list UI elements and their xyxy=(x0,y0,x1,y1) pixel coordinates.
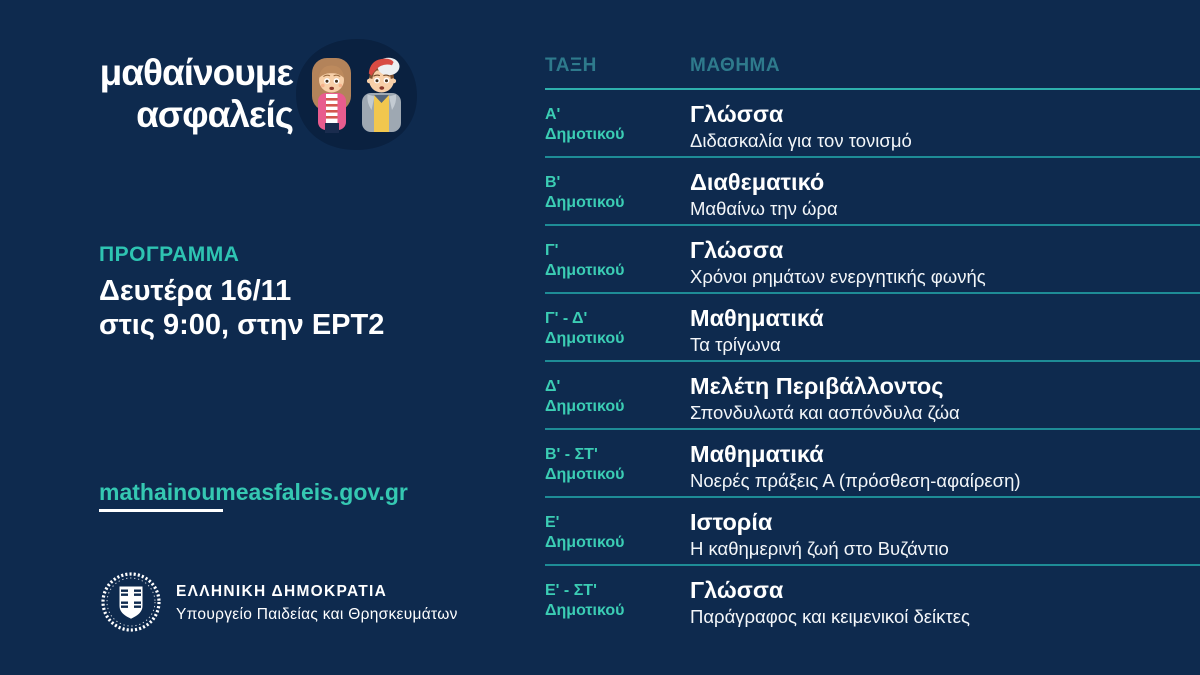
subject-cell: Γλώσσα Χρόνοι ρημάτων ενεργητικής φωνής xyxy=(690,226,1200,292)
schedule-row: Ε' - ΣΤ' Δημοτικού Γλώσσα Παράγραφος και κε… xyxy=(545,566,1200,634)
class-cell: Γ' Δημοτικού xyxy=(545,226,690,292)
schedule-header: ΤΑΞΗ ΜΑΘΗΜΑ xyxy=(545,55,1200,90)
subject-cell: Γλώσσα Διδασκαλία για τον τονισμό xyxy=(690,90,1200,156)
schedule-rows: Α' Δημοτικού Γλώσσα Διδασκαλία για τον τονι… xyxy=(545,90,1200,634)
grade-label: Β' - ΣΤ' xyxy=(545,446,598,463)
schedule-row: Α' Δημοτικού Γλώσσα Διδασκαλία για τον τονι… xyxy=(545,90,1200,158)
class-cell: Β' - ΣΤ' Δημοτικού xyxy=(545,430,690,496)
government-title: ΕΛΛΗΝΙΚΗ ΔΗΜΟΚΡΑΤΙΑ xyxy=(176,583,388,600)
website-url-text: mathainoumeasfaleis.gov.gr xyxy=(99,479,408,505)
level-label: Δημοτικού xyxy=(545,329,625,347)
program-datetime: Δευτέρα 16/11 στις 9:00, στην ΕΡΤ2 xyxy=(99,274,384,342)
grade-label: Δ' xyxy=(545,378,561,395)
subject-title: Μαθηματικά xyxy=(690,441,824,467)
level-label: Δημοτικού xyxy=(545,465,625,483)
girl-figure xyxy=(312,58,351,133)
subject-cell: Γλώσσα Παράγραφος και κειμενικοί δείκτες xyxy=(690,566,1200,634)
logo-line2: ασφαλείς xyxy=(136,94,294,135)
class-cell: Ε' Δημοτικού xyxy=(545,498,690,564)
link-underline xyxy=(99,509,223,512)
grade-label: Β' xyxy=(545,174,561,191)
subject-topic: Διδασκαλία για τον τονισμό xyxy=(690,130,912,151)
subject-topic: Τα τρίγωνα xyxy=(690,334,781,355)
boy-figure xyxy=(362,57,401,132)
government-footer: ΕΛΛΗΝΙΚΗ ΔΗΜΟΚΡΑΤΙΑ Υπουργείο Παιδείας κ… xyxy=(99,570,458,634)
level-label: Δημοτικού xyxy=(545,261,625,279)
logo-line1: μαθαίνουμε xyxy=(99,52,294,93)
subject-title: Γλώσσα xyxy=(690,101,784,127)
level-label: Δημοτικού xyxy=(545,601,625,619)
level-label: Δημοτικού xyxy=(545,125,625,143)
subject-topic: Χρόνοι ρημάτων ενεργητικής φωνής xyxy=(690,266,986,287)
subject-topic: Παράγραφος και κειμενικοί δείκτες xyxy=(690,606,970,627)
subject-cell: Μαθηματικά Τα τρίγωνα xyxy=(690,294,1200,360)
schedule-row: Γ' - Δ' Δημοτικού Μαθηματικά Τα τρίγωνα xyxy=(545,294,1200,362)
level-label: Δημοτικού xyxy=(545,397,625,415)
subject-title: Γλώσσα xyxy=(690,237,784,263)
schedule-table: ΤΑΞΗ ΜΑΘΗΜΑ Α' Δημοτικού Γλώσσα Διδασκαλία … xyxy=(545,55,1200,634)
program-heading: ΠΡΟΓΡΑΜΜΑ xyxy=(99,243,240,266)
schedule-row: Β' - ΣΤ' Δημοτικού Μαθηματικά Νοερές πράξει… xyxy=(545,430,1200,498)
column-header-class: ΤΑΞΗ xyxy=(545,55,597,76)
schedule-row: Ε' Δημοτικού Ιστορία Η καθημερινή ζωή στο Β… xyxy=(545,498,1200,566)
website-link[interactable]: mathainoumeasfaleis.gov.gr xyxy=(99,479,408,512)
logo-wordmark: μαθαίνουμε ασφαλείς xyxy=(43,52,294,136)
class-cell: Γ' - Δ' Δημοτικού xyxy=(545,294,690,360)
grade-label: Ε' - ΣΤ' xyxy=(545,582,597,599)
subject-cell: Ιστορία Η καθημερινή ζωή στο Βυζάντιο xyxy=(690,498,1200,564)
class-cell: Β' Δημοτικού xyxy=(545,158,690,224)
subject-title: Διαθεματικό xyxy=(690,169,825,195)
schedule-row: Δ' Δημοτικού Μελέτη Περιβάλλοντος Σπονδυλωτ… xyxy=(545,362,1200,430)
subject-title: Ιστορία xyxy=(690,509,773,535)
level-label: Δημοτικού xyxy=(545,533,625,551)
subject-cell: Μελέτη Περιβάλλοντος Σπονδυλωτά και ασπόν… xyxy=(690,362,1200,428)
subject-title: Γλώσσα xyxy=(690,577,784,603)
program-time-channel: στις 9:00, στην ΕΡΤ2 xyxy=(99,309,385,341)
subject-title: Μαθηματικά xyxy=(690,305,824,331)
class-cell: Δ' Δημοτικού xyxy=(545,362,690,428)
kids-illustration xyxy=(296,39,417,150)
subject-cell: Μαθηματικά Νοερές πράξεις Α (πρόσθεση-αφα… xyxy=(690,430,1200,496)
subject-topic: Η καθημερινή ζωή στο Βυζάντιο xyxy=(690,538,949,559)
grade-label: Γ' - Δ' xyxy=(545,310,588,327)
class-cell: Ε' - ΣΤ' Δημοτικού xyxy=(545,566,690,634)
government-subtitle: Υπουργείο Παιδείας και Θρησκευμάτων xyxy=(176,606,458,623)
column-header-subject: ΜΑΘΗΜΑ xyxy=(690,55,781,76)
grade-label: Ε' xyxy=(545,514,560,531)
subject-title: Μελέτη Περιβάλλοντος xyxy=(690,373,944,399)
schedule-row: Γ' Δημοτικού Γλώσσα Χρόνοι ρημάτων ενεργητι… xyxy=(545,226,1200,294)
schedule-row: Β' Δημοτικού Διαθεματικό Μαθαίνω την ώρα xyxy=(545,158,1200,226)
subject-topic: Σπονδυλωτά και ασπόνδυλα ζώα xyxy=(690,402,960,423)
subject-cell: Διαθεματικό Μαθαίνω την ώρα xyxy=(690,158,1200,224)
subject-topic: Νοερές πράξεις Α (πρόσθεση-αφαίρεση) xyxy=(690,470,1021,491)
government-text: ΕΛΛΗΝΙΚΗ ΔΗΜΟΚΡΑΤΙΑ Υπουργείο Παιδείας κ… xyxy=(176,583,458,624)
level-label: Δημοτικού xyxy=(545,193,625,211)
program-date: Δευτέρα 16/11 xyxy=(99,275,292,307)
greek-republic-emblem-icon xyxy=(101,572,161,632)
subject-topic: Μαθαίνω την ώρα xyxy=(690,198,838,219)
grade-label: Γ' xyxy=(545,242,559,259)
class-cell: Α' Δημοτικού xyxy=(545,90,690,156)
grade-label: Α' xyxy=(545,106,561,123)
